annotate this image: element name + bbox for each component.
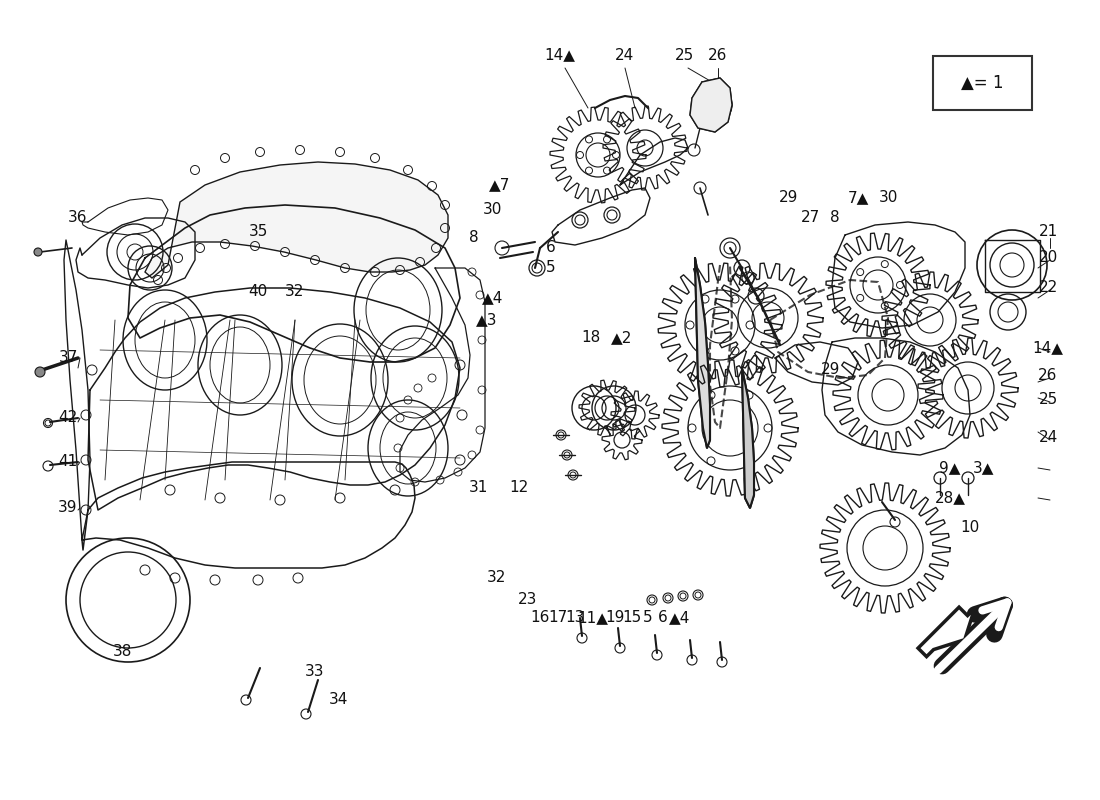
Text: 16: 16 [530,610,550,626]
Text: 37: 37 [58,350,78,366]
Polygon shape [695,258,710,448]
Text: 17: 17 [549,610,568,626]
Text: 13: 13 [565,610,585,626]
Polygon shape [145,162,448,278]
Text: ▲= 1: ▲= 1 [961,74,1003,92]
Text: ▲4: ▲4 [669,610,691,626]
Text: 27: 27 [802,210,821,226]
Text: ▲2: ▲2 [612,330,632,346]
Text: 25: 25 [1038,393,1057,407]
Text: 32: 32 [285,285,305,299]
Text: 30: 30 [878,190,898,206]
Text: 20: 20 [1038,250,1057,266]
Text: 19: 19 [605,610,625,626]
Text: 3▲: 3▲ [974,461,994,475]
Text: 18: 18 [582,330,601,346]
Text: 22: 22 [1038,281,1057,295]
Text: 23: 23 [518,593,538,607]
Text: 25: 25 [675,47,694,62]
Text: 36: 36 [68,210,88,226]
Text: 5: 5 [644,610,652,626]
Text: 29: 29 [779,190,799,206]
Text: 7▲: 7▲ [847,190,869,206]
Text: ▲7: ▲7 [490,178,510,193]
Text: 34: 34 [328,693,348,707]
Text: ▲4: ▲4 [482,290,504,306]
Text: 41: 41 [58,454,78,470]
Polygon shape [918,607,975,657]
Text: 38: 38 [112,645,132,659]
Text: 14▲: 14▲ [1033,341,1064,355]
Circle shape [34,248,42,256]
Text: 29: 29 [822,362,840,378]
Text: 28▲: 28▲ [935,490,966,506]
Text: 11▲: 11▲ [578,610,608,626]
Text: 5: 5 [547,261,556,275]
Text: ▲3: ▲3 [476,313,497,327]
Text: 9▲: 9▲ [939,461,960,475]
FancyBboxPatch shape [933,56,1032,110]
Text: 24: 24 [615,47,635,62]
Polygon shape [742,368,754,508]
Text: 21: 21 [1038,225,1057,239]
Text: 26: 26 [1038,367,1058,382]
Text: 30: 30 [483,202,503,218]
Text: 40: 40 [249,285,267,299]
Text: 31: 31 [469,481,487,495]
Text: 14▲: 14▲ [544,47,575,62]
Text: 33: 33 [306,665,324,679]
Text: 35: 35 [249,225,267,239]
Text: 24: 24 [1038,430,1057,446]
Text: 15: 15 [623,610,641,626]
Text: 6: 6 [546,241,556,255]
Text: 8: 8 [470,230,478,246]
Text: 12: 12 [509,481,529,495]
Text: 8: 8 [830,210,839,226]
Text: 26: 26 [708,47,728,62]
Text: 32: 32 [487,570,507,586]
Text: 39: 39 [58,501,78,515]
Polygon shape [690,78,732,132]
Text: 6: 6 [658,610,668,626]
Text: 10: 10 [960,521,980,535]
Text: 42: 42 [58,410,78,426]
Circle shape [35,367,45,377]
